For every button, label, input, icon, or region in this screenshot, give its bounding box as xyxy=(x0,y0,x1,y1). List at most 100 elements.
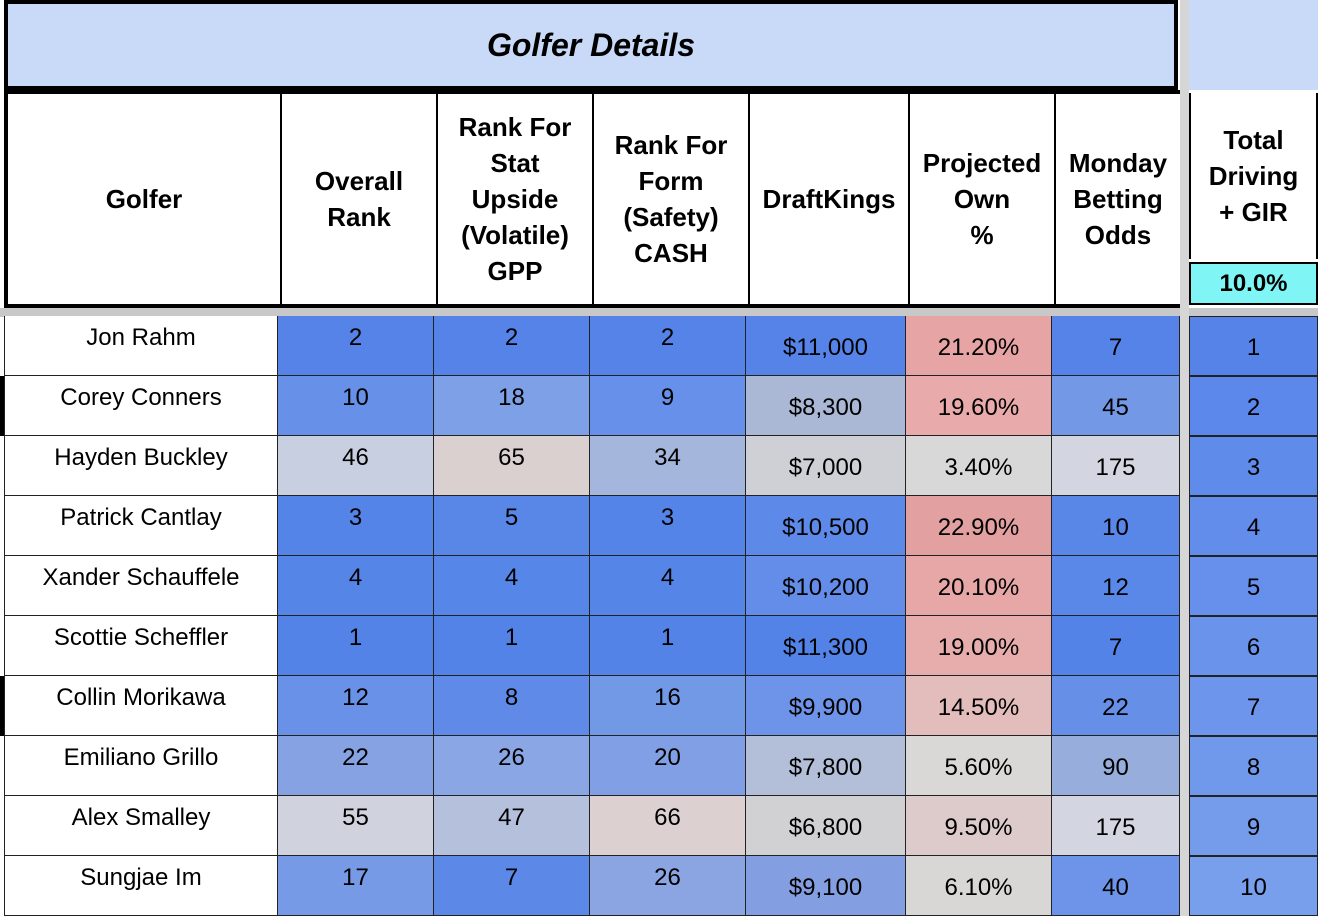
cell-rank-form[interactable]: 4 xyxy=(590,556,746,616)
cell-monday-odds[interactable]: 22 xyxy=(1052,676,1180,736)
cell-overall-rank[interactable]: 46 xyxy=(278,436,434,496)
cell-total-driving-gir[interactable]: 10 xyxy=(1189,856,1318,916)
cell-total-driving-gir[interactable]: 1 xyxy=(1189,316,1318,376)
header-rank-form[interactable]: Rank For Form (Safety) CASH xyxy=(594,94,750,304)
cell-overall-rank[interactable]: 22 xyxy=(278,736,434,796)
cell-rank-stat[interactable]: 1 xyxy=(434,616,590,676)
cell-projected-own[interactable]: 6.10% xyxy=(906,856,1052,916)
cell-monday-odds[interactable]: 7 xyxy=(1052,616,1180,676)
cell-rank-stat[interactable]: 18 xyxy=(434,376,590,436)
cell-overall-rank[interactable]: 1 xyxy=(278,616,434,676)
cell-total-driving-gir[interactable]: 9 xyxy=(1189,796,1318,856)
header-rank-form-label: Rank For Form (Safety) CASH xyxy=(614,130,728,268)
cell-draftkings[interactable]: $9,900 xyxy=(746,676,906,736)
cell-rank-stat[interactable]: 5 xyxy=(434,496,590,556)
cell-monday-odds[interactable]: 45 xyxy=(1052,376,1180,436)
cell-monday-odds[interactable]: 12 xyxy=(1052,556,1180,616)
cell-golfer[interactable]: Xander Schauffele xyxy=(4,556,278,616)
cell-overall-rank[interactable]: 12 xyxy=(278,676,434,736)
cell-draftkings[interactable]: $11,000 xyxy=(746,316,906,376)
total-driving-weight-badge[interactable]: 10.0% xyxy=(1189,262,1318,305)
row-marker xyxy=(0,376,4,436)
cell-golfer[interactable]: Corey Conners xyxy=(4,376,278,436)
header-rank-stat-label: Rank For Stat Upside (Volatile) GPP xyxy=(458,112,572,286)
cell-draftkings[interactable]: $7,800 xyxy=(746,736,906,796)
cell-golfer[interactable]: Alex Smalley xyxy=(4,796,278,856)
cell-projected-own[interactable]: 9.50% xyxy=(906,796,1052,856)
cell-draftkings[interactable]: $10,500 xyxy=(746,496,906,556)
cell-rank-stat[interactable]: 7 xyxy=(434,856,590,916)
cell-draftkings[interactable]: $8,300 xyxy=(746,376,906,436)
cell-overall-rank[interactable]: 17 xyxy=(278,856,434,916)
table-row: Hayden Buckley 46 65 34 $7,000 3.40% 175 xyxy=(4,436,1180,496)
column-separator xyxy=(1180,0,1189,916)
cell-rank-form[interactable]: 9 xyxy=(590,376,746,436)
cell-rank-stat[interactable]: 2 xyxy=(434,316,590,376)
cell-overall-rank[interactable]: 55 xyxy=(278,796,434,856)
cell-draftkings[interactable]: $10,200 xyxy=(746,556,906,616)
cell-monday-odds[interactable]: 10 xyxy=(1052,496,1180,556)
header-separator xyxy=(0,308,1318,317)
cell-rank-form[interactable]: 16 xyxy=(590,676,746,736)
cell-golfer[interactable]: Emiliano Grillo xyxy=(4,736,278,796)
cell-golfer[interactable]: Collin Morikawa xyxy=(4,676,278,736)
cell-golfer[interactable]: Sungjae Im xyxy=(4,856,278,916)
cell-rank-form[interactable]: 1 xyxy=(590,616,746,676)
cell-rank-form[interactable]: 20 xyxy=(590,736,746,796)
cell-overall-rank[interactable]: 2 xyxy=(278,316,434,376)
cell-draftkings[interactable]: $11,300 xyxy=(746,616,906,676)
cell-golfer[interactable]: Hayden Buckley xyxy=(4,436,278,496)
cell-projected-own[interactable]: 3.40% xyxy=(906,436,1052,496)
cell-total-driving-gir[interactable]: 4 xyxy=(1189,496,1318,556)
header-golfer-label: Golfer xyxy=(105,184,183,214)
cell-projected-own[interactable]: 22.90% xyxy=(906,496,1052,556)
row-marker xyxy=(0,676,4,736)
cell-monday-odds[interactable]: 90 xyxy=(1052,736,1180,796)
header-rank-stat-upside[interactable]: Rank For Stat Upside (Volatile) GPP xyxy=(438,94,594,304)
cell-total-driving-gir[interactable]: 8 xyxy=(1189,736,1318,796)
cell-rank-stat[interactable]: 8 xyxy=(434,676,590,736)
cell-draftkings[interactable]: $9,100 xyxy=(746,856,906,916)
cell-rank-stat[interactable]: 65 xyxy=(434,436,590,496)
header-golfer[interactable]: Golfer xyxy=(8,94,282,304)
cell-overall-rank[interactable]: 4 xyxy=(278,556,434,616)
cell-monday-odds[interactable]: 40 xyxy=(1052,856,1180,916)
cell-total-driving-gir[interactable]: 7 xyxy=(1189,676,1318,736)
cell-monday-odds[interactable]: 175 xyxy=(1052,796,1180,856)
cell-total-driving-gir[interactable]: 2 xyxy=(1189,376,1318,436)
cell-monday-odds[interactable]: 7 xyxy=(1052,316,1180,376)
header-total-driving-gir[interactable]: Total Driving + GIR xyxy=(1189,93,1318,259)
cell-total-driving-gir[interactable]: 6 xyxy=(1189,616,1318,676)
cell-total-driving-gir[interactable]: 5 xyxy=(1189,556,1318,616)
cell-projected-own[interactable]: 19.00% xyxy=(906,616,1052,676)
header-draftkings-label: DraftKings xyxy=(762,184,896,214)
cell-draftkings[interactable]: $7,000 xyxy=(746,436,906,496)
cell-rank-stat[interactable]: 4 xyxy=(434,556,590,616)
cell-rank-form[interactable]: 3 xyxy=(590,496,746,556)
cell-projected-own[interactable]: 5.60% xyxy=(906,736,1052,796)
cell-projected-own[interactable]: 20.10% xyxy=(906,556,1052,616)
table-row: Emiliano Grillo 22 26 20 $7,800 5.60% 90 xyxy=(4,736,1180,796)
cell-rank-form[interactable]: 26 xyxy=(590,856,746,916)
cell-golfer[interactable]: Jon Rahm xyxy=(4,316,278,376)
cell-rank-form[interactable]: 66 xyxy=(590,796,746,856)
cell-projected-own[interactable]: 21.20% xyxy=(906,316,1052,376)
header-overall-rank[interactable]: Overall Rank xyxy=(282,94,438,304)
cell-total-driving-gir[interactable]: 3 xyxy=(1189,436,1318,496)
cell-overall-rank[interactable]: 10 xyxy=(278,376,434,436)
cell-rank-stat[interactable]: 47 xyxy=(434,796,590,856)
header-projected-own[interactable]: Projected Own % xyxy=(910,94,1056,304)
cell-projected-own[interactable]: 19.60% xyxy=(906,376,1052,436)
cell-monday-odds[interactable]: 175 xyxy=(1052,436,1180,496)
cell-overall-rank[interactable]: 3 xyxy=(278,496,434,556)
cell-rank-form[interactable]: 34 xyxy=(590,436,746,496)
table-row: Collin Morikawa 12 8 16 $9,900 14.50% 22 xyxy=(4,676,1180,736)
header-draftkings[interactable]: DraftKings xyxy=(750,94,910,304)
cell-rank-stat[interactable]: 26 xyxy=(434,736,590,796)
cell-draftkings[interactable]: $6,800 xyxy=(746,796,906,856)
header-monday-odds[interactable]: Monday Betting Odds xyxy=(1056,94,1180,304)
cell-golfer[interactable]: Patrick Cantlay xyxy=(4,496,278,556)
cell-rank-form[interactable]: 2 xyxy=(590,316,746,376)
cell-projected-own[interactable]: 14.50% xyxy=(906,676,1052,736)
cell-golfer[interactable]: Scottie Scheffler xyxy=(4,616,278,676)
